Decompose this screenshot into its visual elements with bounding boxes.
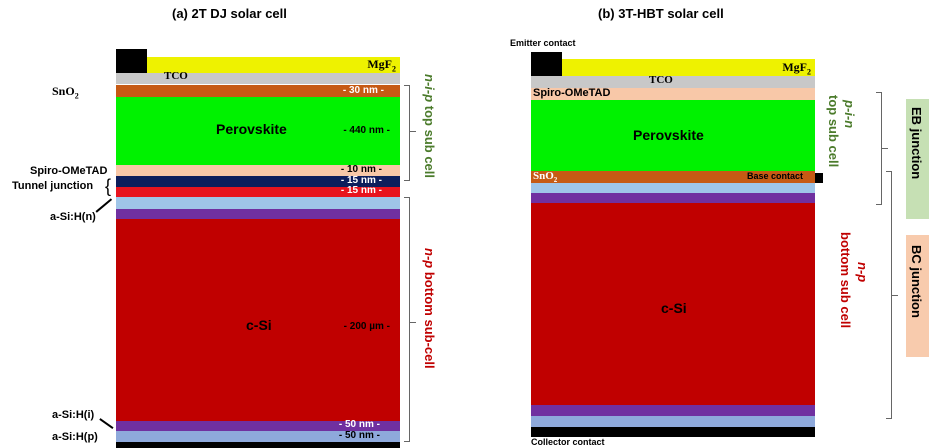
asih-n-pointer (95, 198, 112, 213)
left-tunnel2-thickness: - 15 nm - (340, 185, 382, 196)
left-spiro-layer: - 10 nm - (116, 164, 400, 176)
right-mgf2-layer: MgF2 (562, 59, 815, 76)
left-tco-label: TCO (164, 70, 188, 82)
right-title: (b) 3T-HBT solar cell (598, 6, 724, 21)
right-emitter-contact (531, 52, 562, 77)
left-bottom-subcell-label: n-p bottom sub-cell (422, 248, 437, 369)
left-top-subcell-label: n-i-p top sub cell (422, 74, 437, 178)
asih-i-pointer (99, 418, 114, 429)
left-perovskite-label: Perovskite (216, 121, 287, 137)
left-top-bracket (404, 85, 410, 181)
left-asih-i-layer: - 50 nm - (116, 419, 400, 431)
left-top-contact (116, 49, 147, 74)
right-tco-label: TCO (649, 74, 673, 86)
right-tco-layer: TCO (531, 74, 815, 88)
left-asih-p-side-label: a-Si:H(p) (52, 431, 98, 443)
right-csi-label: c-Si (661, 300, 687, 316)
collector-contact-label: Collector contact (531, 437, 605, 447)
left-asih-p-layer: - 50 nm - (116, 430, 400, 442)
eb-bracket-tick (882, 148, 888, 149)
eb-junction-box: EB junction (906, 99, 929, 219)
bc-bracket (886, 171, 892, 419)
eb-bracket (876, 92, 882, 205)
base-contact-label: Base contact (746, 171, 803, 181)
right-bottom-subcell-label: bottom sub cell (838, 232, 853, 329)
right-collector-contact (531, 427, 815, 437)
left-asih-p-thickness: - 50 nm - (338, 430, 380, 441)
left-asih-n-side-label: a-Si:H(n) (50, 211, 96, 223)
eb-junction-label: EB junction (909, 107, 924, 180)
bc-junction-label: BC junction (909, 245, 924, 318)
right-purple-layer-bottom (531, 405, 815, 416)
right-top-subcell-label: top sub cell (826, 95, 841, 168)
right-spiro-label: Spiro-OMeTAD (533, 87, 611, 99)
left-sno2-layer: - 30 nm - (116, 85, 400, 97)
left-tunnel-dark-layer: - 15 nm - (116, 175, 400, 187)
bc-bracket-tick (892, 295, 898, 296)
left-bottom-contact (116, 442, 400, 448)
left-bottom-bracket-tick (410, 322, 416, 323)
right-sno2-layer: SnO2 Base contact (531, 170, 815, 185)
left-csi-thickness: - 200 µm - (343, 321, 390, 332)
left-sno2-side-label: SnO2 (52, 84, 79, 101)
left-title: (a) 2T DJ solar cell (172, 6, 287, 21)
left-sno2-thickness: - 30 nm - (342, 85, 384, 96)
base-contact-pad (815, 173, 823, 183)
left-asih-i-side-label: a-Si:H(i) (52, 409, 95, 421)
right-light-blue-layer (531, 183, 815, 193)
left-tunnel-side-label: Tunnel junction (12, 180, 94, 192)
emitter-contact-label: Emitter contact (510, 38, 576, 48)
left-perovskite-layer: Perovskite - 440 nm - (116, 97, 400, 165)
right-csi-layer: c-Si (531, 203, 815, 405)
left-csi-layer: c-Si - 200 µm - (116, 219, 400, 421)
left-spiro-thickness: - 10 nm - (340, 164, 382, 175)
left-spiro-side-label: Spiro-OMeTAD (30, 165, 108, 177)
tunnel-brace: { (105, 176, 112, 196)
bc-junction-box: BC junction (906, 235, 929, 357)
left-mgf2-label: MgF2 (367, 57, 396, 74)
left-purple-layer-top (116, 209, 400, 219)
right-spiro-layer: Spiro-OMeTAD (531, 87, 815, 100)
right-mgf2-label: MgF2 (782, 60, 811, 77)
right-perovskite-layer: Perovskite (531, 100, 815, 171)
left-asih-i-thickness: - 50 nm - (338, 419, 380, 430)
left-tunnel-red-layer: - 15 nm - (116, 185, 400, 197)
right-blue-gray-layer (531, 416, 815, 427)
right-sno2-label: SnO2 (533, 170, 558, 185)
right-top-subcell-label-italic: p-i-n (842, 100, 857, 129)
left-top-bracket-tick (410, 131, 416, 132)
left-mgf2-layer: MgF2 (147, 57, 400, 73)
right-perovskite-label: Perovskite (633, 127, 704, 143)
left-csi-label: c-Si (246, 317, 272, 333)
right-purple-layer-top (531, 193, 815, 203)
left-tunnel1-thickness: - 15 nm - (340, 175, 382, 186)
left-perovskite-thickness: - 440 nm - (343, 125, 390, 136)
left-bottom-bracket (404, 197, 410, 442)
left-asih-n-layer (116, 197, 400, 209)
left-tco-layer: TCO (116, 70, 400, 84)
right-bottom-subcell-label-italic: n-p (855, 262, 870, 283)
